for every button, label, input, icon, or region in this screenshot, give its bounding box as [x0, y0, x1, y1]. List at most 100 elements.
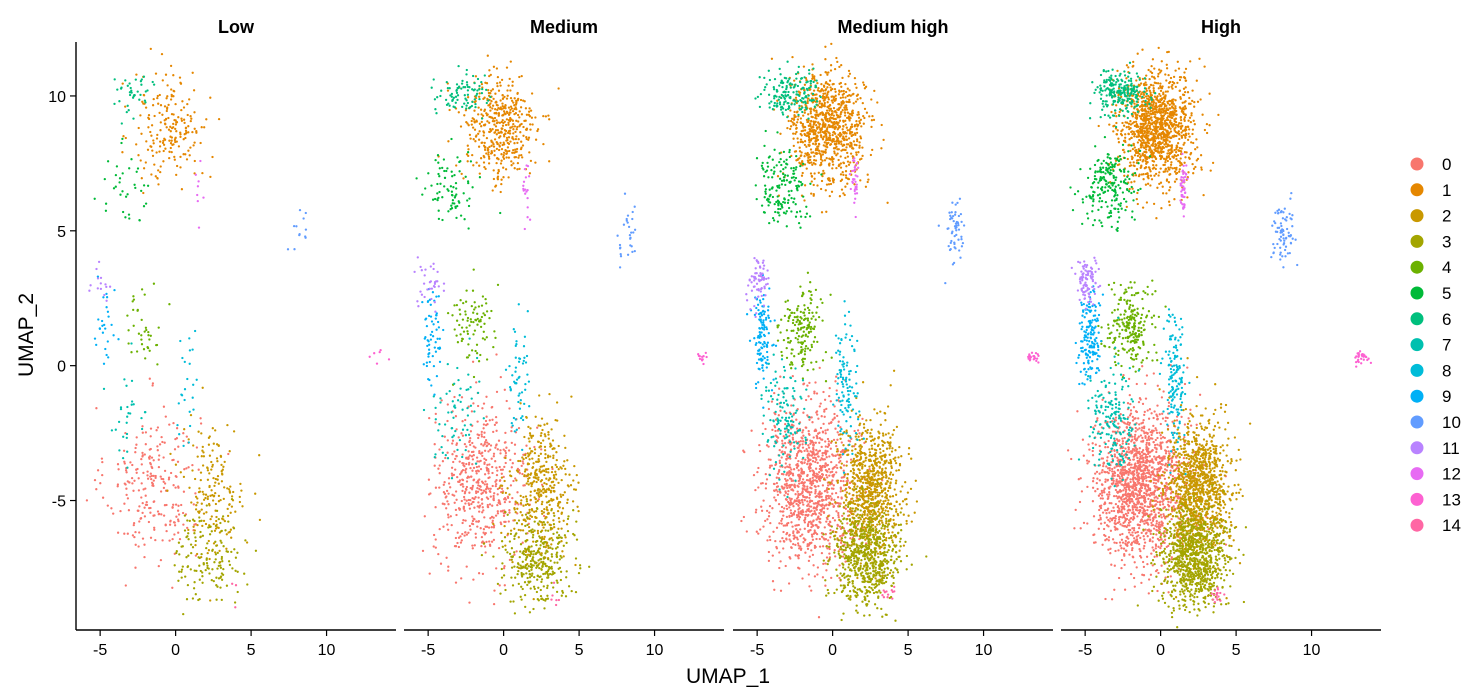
cluster-2-point — [539, 424, 542, 427]
cluster-1-point — [800, 174, 804, 177]
cluster-0-point — [799, 461, 803, 464]
cluster-0-point — [810, 491, 813, 494]
cluster-0-point — [792, 505, 795, 508]
cluster-6-point — [466, 89, 470, 92]
cluster-12-point — [202, 196, 205, 199]
cluster-2-point — [192, 444, 195, 447]
cluster-1-point — [163, 119, 166, 122]
cluster-3-point — [204, 568, 207, 572]
cluster-0-point — [146, 474, 149, 477]
cluster-1-point — [482, 124, 486, 127]
cluster-7-point — [437, 429, 440, 432]
cluster-0-point — [774, 463, 777, 467]
cluster-1-point — [821, 113, 824, 116]
cluster-3-point — [221, 560, 224, 563]
cluster-1-point — [845, 126, 848, 129]
cluster-6-point — [463, 94, 466, 97]
cluster-1-point — [500, 182, 503, 186]
cluster-0-point — [163, 482, 167, 485]
cluster-2-point — [527, 425, 530, 429]
cluster-3-point — [201, 581, 204, 584]
cluster-0-point — [826, 517, 829, 521]
cluster-9-point — [431, 291, 435, 294]
cluster-1-point — [144, 106, 148, 109]
cluster-2-point — [230, 505, 234, 508]
cluster-0-point — [471, 441, 474, 445]
cluster-0-point — [504, 454, 507, 457]
cluster-0-point — [505, 446, 508, 449]
cluster-0-point — [777, 502, 781, 506]
cluster-2-point — [202, 455, 206, 458]
cluster-5-point — [93, 197, 96, 200]
cluster-2-point — [563, 434, 566, 437]
cluster-1-point — [159, 170, 162, 174]
cluster-1-point — [856, 139, 859, 143]
cluster-0-point — [802, 484, 805, 487]
cluster-2-point — [543, 445, 547, 449]
cluster-2-point — [554, 463, 557, 467]
cluster-3-point — [539, 540, 543, 543]
cluster-5-point — [142, 205, 146, 208]
cluster-1-point — [504, 104, 507, 107]
cluster-1-point — [487, 153, 490, 156]
cluster-1-point — [515, 101, 518, 104]
cluster-2-point — [574, 563, 577, 567]
cluster-0-point — [489, 444, 493, 447]
cluster-0-point — [788, 506, 791, 509]
cluster-10-point — [625, 217, 628, 221]
cluster-0-point — [464, 487, 468, 491]
cluster-0-point — [745, 530, 748, 533]
cluster-0-point — [491, 465, 494, 469]
cluster-4-point — [485, 336, 488, 339]
cluster-3-point — [515, 522, 519, 525]
cluster-0-point — [451, 442, 454, 445]
cluster-0-point — [186, 526, 189, 530]
cluster-6-point — [462, 86, 465, 89]
cluster-2-point — [202, 451, 205, 454]
cluster-3-point — [501, 545, 504, 548]
cluster-2-point — [566, 484, 570, 487]
cluster-2-point — [528, 447, 532, 450]
cluster-0-point — [141, 425, 144, 428]
cluster-0-point — [812, 479, 815, 482]
cluster-0-point — [141, 501, 144, 505]
cluster-0-point — [820, 535, 824, 538]
cluster-2-point — [200, 455, 203, 458]
cluster-2-point — [535, 516, 538, 520]
cluster-1-point — [789, 127, 792, 131]
cluster-3-point — [220, 578, 224, 581]
cluster-7-point — [452, 416, 455, 419]
cluster-2-point — [208, 454, 212, 457]
cluster-3-point — [208, 533, 212, 536]
cluster-1-point — [497, 148, 501, 152]
cluster-4-point — [446, 311, 450, 315]
cluster-2-point — [506, 532, 510, 535]
cluster-0-point — [788, 534, 791, 537]
cluster-1-point — [845, 143, 849, 146]
cluster-6-point — [460, 82, 464, 85]
cluster-7-point — [132, 403, 135, 406]
cluster-1-point — [189, 146, 192, 149]
cluster-0-point — [455, 442, 459, 445]
cluster-0-point — [824, 538, 828, 541]
cluster-2-point — [552, 454, 555, 457]
cluster-0-point — [470, 502, 473, 506]
cluster-2-point — [206, 469, 210, 472]
cluster-0-point — [434, 546, 437, 549]
cluster-3-point — [526, 583, 529, 587]
cluster-1-point — [510, 118, 513, 121]
cluster-0-point — [752, 473, 756, 477]
cluster-7-point — [453, 405, 456, 408]
cluster-0-point — [512, 479, 515, 483]
cluster-0-point — [849, 537, 852, 540]
cluster-4-point — [470, 304, 473, 308]
cluster-0-point — [490, 457, 493, 460]
cluster-1-point — [792, 123, 795, 126]
cluster-1-point — [799, 121, 802, 124]
cluster-1-point — [842, 89, 845, 93]
cluster-8-point — [188, 337, 191, 340]
cluster-1-point — [517, 156, 520, 159]
cluster-3-point — [552, 523, 556, 526]
cluster-0-point — [474, 446, 477, 449]
cluster-0-point — [789, 448, 793, 451]
